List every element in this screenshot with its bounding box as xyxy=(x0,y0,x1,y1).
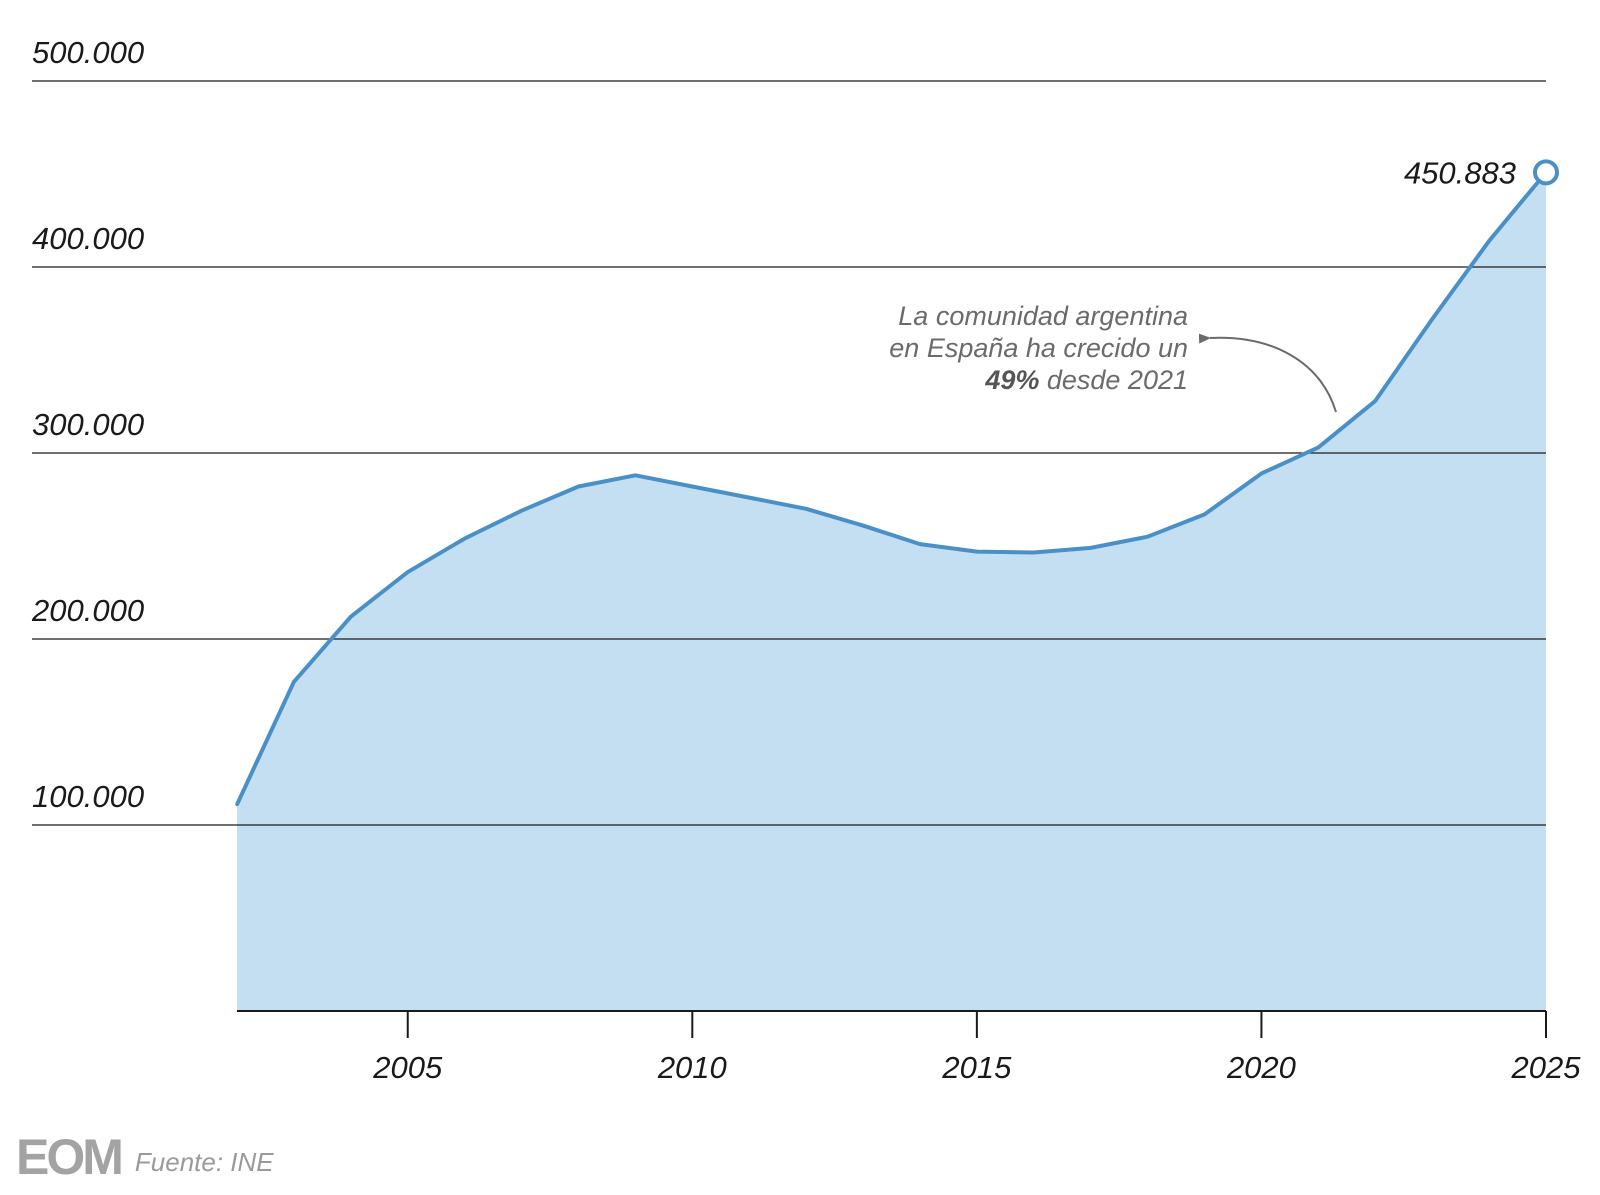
data-point-2021 xyxy=(1316,445,1320,450)
data-point-2014 xyxy=(918,542,922,546)
x-tick-label: 2005 xyxy=(372,1050,443,1085)
data-point-2018 xyxy=(1146,535,1150,539)
data-point-2016 xyxy=(1032,550,1036,555)
series-area xyxy=(237,172,1546,1012)
line-layer xyxy=(235,159,1559,807)
end-value-label: 450.883 xyxy=(1404,155,1516,190)
annotation-percent: 49% xyxy=(984,365,1039,395)
annotation-arrow xyxy=(1198,333,1337,413)
area-layer xyxy=(237,172,1546,1012)
data-point-2002 xyxy=(235,802,239,807)
annotation-line-1: La comunidad argentina xyxy=(898,301,1188,331)
data-point-2008 xyxy=(576,484,581,489)
x-tick-label: 2025 xyxy=(1511,1050,1582,1085)
annotation-line-3-rest: desde 2021 xyxy=(1039,365,1188,395)
data-point-2004 xyxy=(349,615,353,619)
y-tick-label: 500.000 xyxy=(32,35,144,70)
annotation-line-3: 49% desde 2021 xyxy=(984,365,1188,395)
grid-layer xyxy=(32,80,1546,826)
data-point-2005 xyxy=(406,570,410,574)
y-tick-label: 300.000 xyxy=(32,407,144,442)
series-line xyxy=(235,171,1548,806)
data-point-2012 xyxy=(804,507,808,511)
source-note: Fuente: INE xyxy=(134,1146,274,1177)
data-point-2013 xyxy=(861,523,865,528)
data-point-2007 xyxy=(519,509,524,513)
annotation: La comunidad argentina en España ha crec… xyxy=(889,301,1337,413)
y-tick-label: 100.000 xyxy=(32,779,144,814)
y-tick-label: 200.000 xyxy=(31,593,144,628)
data-point-2020 xyxy=(1259,471,1264,476)
label-layer: 100.000 200.000 300.000 400.000 500.000 450.8… xyxy=(31,35,1516,814)
eom-logo: EOM xyxy=(16,1129,124,1185)
y-tick-label: 400.000 xyxy=(32,221,144,256)
data-point-2010 xyxy=(690,484,694,489)
end-point-marker xyxy=(1533,159,1559,186)
x-tick-label: 2010 xyxy=(657,1050,727,1085)
data-point-2003 xyxy=(292,680,296,684)
x-tick-label: 2015 xyxy=(941,1050,1012,1085)
data-point-2011 xyxy=(747,496,751,500)
data-point-2017 xyxy=(1089,546,1093,550)
data-point-2024 xyxy=(1487,239,1491,243)
x-axis: 2005 2010 2015 2020 2025 xyxy=(237,1010,1582,1085)
data-point-2015 xyxy=(975,549,979,554)
data-point-2006 xyxy=(463,536,467,541)
data-point-2009 xyxy=(633,473,637,477)
annotation-line-2: en España ha crecido un xyxy=(889,333,1188,363)
data-point-2019 xyxy=(1202,512,1207,516)
x-tick-label: 2020 xyxy=(1226,1050,1296,1085)
footer: EOM Fuente: INE xyxy=(16,1132,274,1182)
data-point-2022 xyxy=(1373,399,1377,403)
data-point-2023 xyxy=(1430,317,1434,321)
